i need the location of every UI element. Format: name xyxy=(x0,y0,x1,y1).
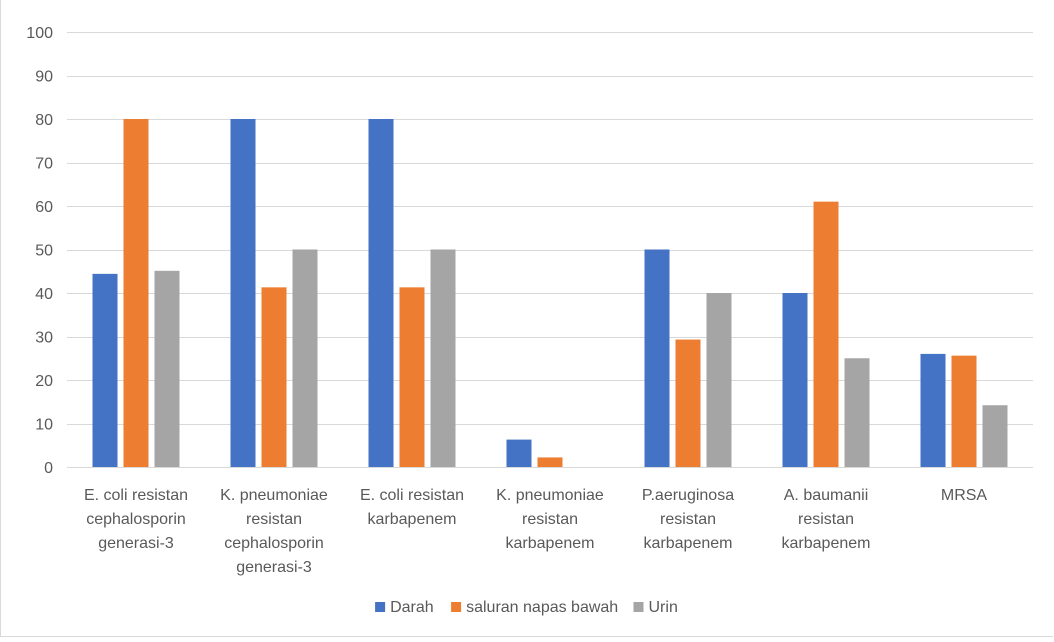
y-tick-label: 30 xyxy=(35,330,53,347)
legend-label: saluran napas bawah xyxy=(466,599,618,616)
x-tick-label: karbapenem xyxy=(782,535,871,552)
legend-swatch xyxy=(633,602,644,612)
legend-label: Urin xyxy=(649,599,678,616)
bar-darah xyxy=(782,293,808,467)
bar-saluran-napas-bawah xyxy=(123,119,149,467)
bars xyxy=(92,119,1008,467)
bar-darah xyxy=(506,439,532,467)
x-tick-label: A. baumanii xyxy=(784,487,869,504)
x-tick-label: karbapenem xyxy=(644,535,733,552)
x-tick-label: resistan xyxy=(798,511,854,528)
x-tick-label: resistan xyxy=(246,511,302,528)
bar-urin xyxy=(292,249,318,467)
x-tick-label: MRSA xyxy=(941,487,988,504)
y-tick-label: 50 xyxy=(35,243,53,260)
y-tick-label: 70 xyxy=(35,156,53,173)
bar-saluran-napas-bawah xyxy=(261,287,287,467)
bar-urin xyxy=(154,270,180,467)
bar-darah xyxy=(230,119,256,467)
legend-label: Darah xyxy=(390,599,434,616)
x-tick-label: karbapenem xyxy=(368,511,457,528)
y-tick-label: 20 xyxy=(35,373,53,390)
bar-urin xyxy=(844,358,870,467)
x-tick-label: K. pneumoniae xyxy=(220,487,328,504)
x-tick-label: resistan xyxy=(522,511,578,528)
x-tick-label: P.aeruginosa xyxy=(642,487,734,504)
y-tick-label: 100 xyxy=(26,25,53,42)
x-tick-label: E. coli resistan xyxy=(84,487,188,504)
x-tick-label: generasi-3 xyxy=(236,559,312,576)
legend-swatch xyxy=(375,602,386,612)
y-tick-label: 40 xyxy=(35,286,53,303)
x-axis-tick-labels: E. coli resistan cephalosporin generasi-3 K… xyxy=(84,487,987,576)
y-axis-tick-labels: 0 10 20 30 40 50 60 70 80 90 100 xyxy=(26,25,53,477)
bar-urin xyxy=(706,293,732,467)
x-tick-label: generasi-3 xyxy=(98,535,174,552)
bar-darah xyxy=(368,119,394,467)
y-tick-label: 10 xyxy=(35,417,53,434)
bar-saluran-napas-bawah xyxy=(537,457,563,467)
x-tick-label: cephalosporin xyxy=(224,535,324,552)
bar-urin xyxy=(430,249,456,467)
bar-saluran-napas-bawah xyxy=(675,339,701,467)
bar-darah xyxy=(920,353,946,467)
y-tick-label: 80 xyxy=(35,112,53,129)
x-tick-label: karbapenem xyxy=(506,535,595,552)
y-tick-label: 0 xyxy=(44,460,53,477)
bar-saluran-napas-bawah xyxy=(813,201,839,467)
gridlines xyxy=(67,32,1033,468)
bar-urin xyxy=(982,405,1008,467)
bar-darah xyxy=(644,249,670,467)
bar-darah xyxy=(92,273,118,467)
bar-saluran-napas-bawah xyxy=(951,355,977,467)
legend: Darah saluran napas bawah Urin xyxy=(375,599,678,616)
legend-swatch xyxy=(451,602,462,612)
x-tick-label: cephalosporin xyxy=(86,511,186,528)
x-tick-label: K. pneumoniae xyxy=(496,487,604,504)
x-tick-label: E. coli resistan xyxy=(360,487,464,504)
y-tick-label: 90 xyxy=(35,69,53,86)
y-tick-label: 60 xyxy=(35,199,53,216)
bar-saluran-napas-bawah xyxy=(399,287,425,467)
x-tick-label: resistan xyxy=(660,511,716,528)
